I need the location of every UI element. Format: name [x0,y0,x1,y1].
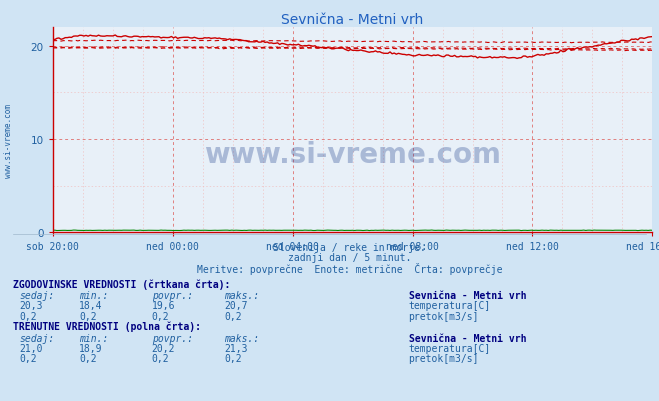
Text: TRENUTNE VREDNOSTI (polna črta):: TRENUTNE VREDNOSTI (polna črta): [13,321,201,331]
Text: 21,0: 21,0 [20,343,43,353]
Text: Slovenija / reke in morje.: Slovenija / reke in morje. [273,243,426,253]
Text: 0,2: 0,2 [20,311,38,321]
Text: min.:: min.: [79,291,109,301]
Text: min.:: min.: [79,333,109,343]
Text: maks.:: maks.: [224,291,259,301]
Text: 0,2: 0,2 [152,311,169,321]
Text: pretok[m3/s]: pretok[m3/s] [409,353,479,363]
Text: Meritve: povprečne  Enote: metrične  Črta: povprečje: Meritve: povprečne Enote: metrične Črta:… [196,263,502,275]
Text: 0,2: 0,2 [224,353,242,363]
Text: povpr.:: povpr.: [152,333,192,343]
Text: 19,6: 19,6 [152,301,175,311]
Text: sedaj:: sedaj: [20,291,55,301]
Text: 21,3: 21,3 [224,343,248,353]
Text: 0,2: 0,2 [152,353,169,363]
Text: 0,2: 0,2 [20,353,38,363]
Text: Sevnična - Metni vrh: Sevnična - Metni vrh [409,333,526,343]
Text: 0,2: 0,2 [224,311,242,321]
Text: zadnji dan / 5 minut.: zadnji dan / 5 minut. [287,253,411,263]
Text: 18,9: 18,9 [79,343,103,353]
Text: pretok[m3/s]: pretok[m3/s] [409,311,479,321]
Text: 20,2: 20,2 [152,343,175,353]
Text: 20,7: 20,7 [224,301,248,311]
Text: 20,3: 20,3 [20,301,43,311]
Text: ZGODOVINSKE VREDNOSTI (črtkana črta):: ZGODOVINSKE VREDNOSTI (črtkana črta): [13,279,231,289]
Text: www.si-vreme.com: www.si-vreme.com [204,141,501,169]
Text: www.si-vreme.com: www.si-vreme.com [4,103,13,177]
Text: sedaj:: sedaj: [20,333,55,343]
Text: Sevnična - Metni vrh: Sevnična - Metni vrh [409,291,526,301]
Text: 0,2: 0,2 [79,353,97,363]
Text: maks.:: maks.: [224,333,259,343]
Text: 18,4: 18,4 [79,301,103,311]
Text: povpr.:: povpr.: [152,291,192,301]
Title: Sevnična - Metni vrh: Sevnična - Metni vrh [281,13,424,27]
Text: temperatura[C]: temperatura[C] [409,343,491,353]
Text: 0,2: 0,2 [79,311,97,321]
Text: temperatura[C]: temperatura[C] [409,301,491,311]
